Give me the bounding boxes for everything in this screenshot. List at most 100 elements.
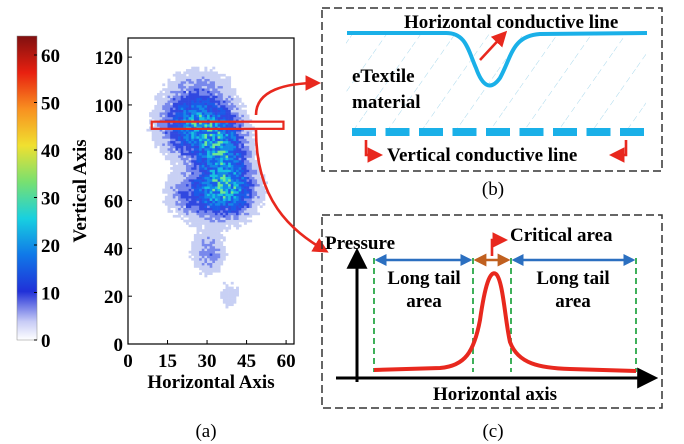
heatmap-cell (204, 176, 208, 180)
heatmap-cell (201, 236, 205, 240)
heatmap-cell (217, 238, 221, 242)
heatmap-cell (236, 198, 239, 201)
heatmap-cell (212, 78, 216, 82)
heatmap-cell (238, 174, 242, 177)
heatmap-cell (164, 100, 168, 103)
heatmap-cell (225, 100, 229, 103)
heatmap-cell (151, 109, 155, 113)
heatmap-cell (193, 150, 197, 154)
heatmap-cell (236, 191, 239, 194)
heatmap-cell (185, 114, 189, 118)
heatmap-cell (178, 76, 181, 79)
heatmap-cell (243, 167, 247, 170)
heatmap-cell (183, 102, 187, 106)
heatmap-cell (172, 198, 176, 201)
heatmap-cell (156, 104, 160, 108)
heatmap-cell (167, 143, 171, 146)
heatmap-cell (201, 267, 205, 271)
heatmap-cell (233, 212, 237, 216)
heatmap-cell (233, 300, 237, 304)
heatmap-cell (164, 112, 168, 115)
heatmap-cell (222, 85, 226, 89)
heatmap-cell (199, 257, 203, 261)
heatmap-cell (199, 176, 203, 180)
heatmap-cell (188, 104, 192, 108)
heatmap-cell (180, 195, 184, 199)
heatmap-cell (214, 250, 218, 254)
heatmap-cell (180, 162, 184, 166)
heatmap-cell (191, 250, 195, 254)
heatmap-cell (230, 133, 234, 137)
heatmap-cell (225, 147, 229, 151)
heatmap-cell (246, 116, 250, 120)
heatmap-cell (199, 167, 203, 170)
heatmap-cell (188, 88, 192, 91)
heatmap-cell (199, 217, 203, 220)
heatmap-cell (222, 73, 226, 77)
heatmap-cell (193, 179, 197, 182)
heatmap-cell (162, 109, 166, 113)
heatmap-cell (183, 78, 187, 82)
heatmap-cell (241, 124, 245, 127)
heatmap-cell (207, 112, 210, 115)
heatmap-cell (236, 212, 239, 216)
heatmap-cell (251, 205, 255, 209)
heatmap-cell (228, 100, 232, 103)
heatmap-cell (209, 71, 213, 75)
heatmap-cell (254, 164, 258, 168)
heatmap-cell (164, 107, 168, 111)
heatmap-cell (204, 83, 208, 87)
heatmap-cell (254, 212, 258, 216)
heatmap-cell (225, 188, 229, 192)
heatmap-cell (204, 171, 208, 175)
heatmap-cell (249, 155, 253, 158)
heatmap-cell (207, 255, 210, 259)
heatmap-cell (188, 214, 192, 218)
heatmap-cell (154, 143, 158, 146)
heatmap-cell (167, 207, 171, 211)
heatmap-cell (230, 140, 234, 144)
heatmap-cell (243, 112, 247, 115)
heatmap-cell (212, 179, 216, 182)
heatmap-cell (209, 100, 213, 103)
heatmap-cell (201, 188, 205, 192)
heatmap-cell (220, 174, 224, 177)
heatmap-cell (193, 152, 197, 156)
heatmap-cell (199, 124, 203, 127)
heatmap-cell (243, 138, 247, 142)
heatmap-cell (220, 78, 224, 82)
heatmap-cell (201, 90, 205, 94)
heatmap-cell (188, 217, 192, 220)
heatmap-cell (191, 143, 195, 146)
heatmap-cell (220, 260, 224, 264)
heatmap-cell (151, 112, 155, 115)
heatmap-cell (254, 207, 258, 211)
heatmap-cell (262, 188, 266, 192)
heatmap-cell (204, 195, 208, 199)
heatmap-cell (241, 114, 245, 118)
heatmap-cell (151, 136, 155, 139)
heatmap-cell (183, 88, 187, 91)
heatmap-cell (246, 138, 250, 142)
heatmap-cell (241, 198, 245, 201)
heatmap-cell (193, 174, 197, 177)
heatmap-cell (222, 217, 226, 220)
heatmap-cell (209, 243, 213, 247)
heatmap-cell (209, 260, 213, 264)
heatmap-cell (170, 195, 174, 199)
heatmap-cell (193, 140, 197, 144)
heatmap-cell (162, 133, 166, 137)
heatmap-cell (204, 128, 208, 132)
heatmap-cell (212, 155, 216, 158)
heatmap-cell (257, 188, 261, 192)
heatmap-cell (209, 188, 213, 192)
heatmap-cell (180, 116, 184, 120)
heatmap-cell (185, 207, 189, 211)
heatmap-cell (180, 76, 184, 79)
heatmap-cell (246, 193, 250, 197)
heatmap-cell (236, 109, 239, 113)
heatmap-cell (225, 298, 229, 302)
heatmap-cell (238, 214, 242, 218)
heatmap-cell (222, 140, 226, 144)
heatmap-cell (236, 224, 239, 228)
